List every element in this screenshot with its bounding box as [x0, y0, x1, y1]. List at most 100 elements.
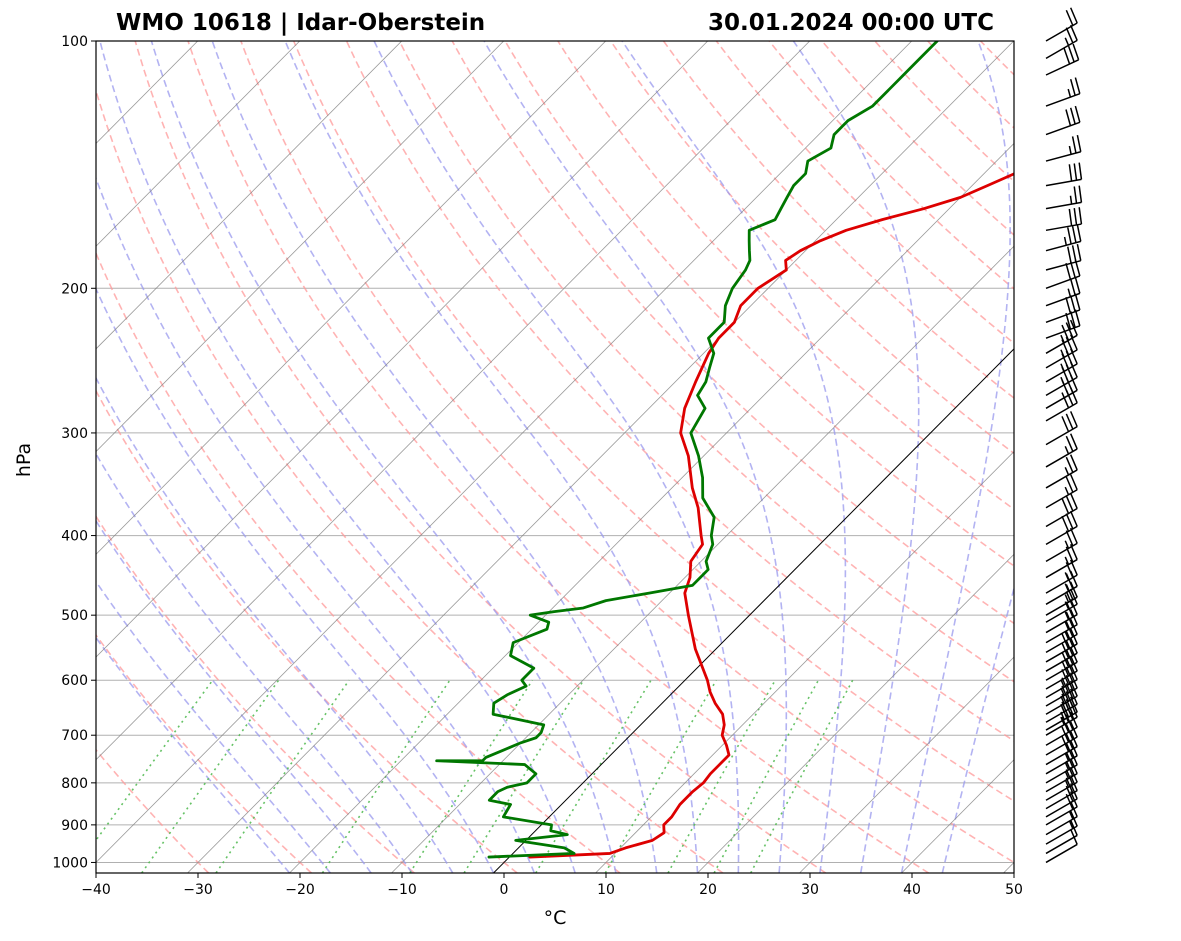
wind-barb-full	[1061, 416, 1070, 432]
wind-barb-full	[1072, 43, 1080, 61]
wind-barb	[1045, 105, 1081, 136]
dry-adiabat	[927, 41, 1014, 130]
wind-barb-full	[1069, 775, 1078, 791]
wind-barb-full	[1065, 769, 1074, 786]
moist-adiabat	[483, 41, 788, 873]
isotherm	[187, 41, 1014, 873]
wind-barb	[1045, 599, 1078, 634]
wind-barb-staff	[1045, 469, 1078, 489]
wind-barb-full	[1069, 433, 1078, 450]
moist-adiabat	[96, 452, 413, 873]
wind-barb-half	[1064, 486, 1070, 496]
wind-barb-staff	[1045, 402, 1078, 422]
y-axis-ticks: 100 200 300 400 500 600 700 800 900 1000	[52, 34, 96, 871]
wind-barb-full	[1069, 411, 1078, 427]
wind-barb-full	[1065, 591, 1074, 608]
wind-barb-full	[1065, 513, 1074, 530]
wind-barb-full	[1065, 9, 1074, 26]
wind-barb-staff	[1045, 661, 1078, 681]
wind-barb-half	[1064, 752, 1070, 762]
thermodynamic-background-lines	[96, 41, 1014, 873]
wind-barb-staff	[1045, 596, 1078, 616]
wind-barb-half	[1069, 195, 1073, 205]
wind-barb-staff	[1045, 507, 1078, 528]
wind-barb	[1045, 544, 1078, 579]
wind-barb-staff	[1045, 178, 1082, 187]
wind-barb-full	[1073, 163, 1078, 181]
moist-adiabat	[99, 41, 576, 873]
chart-title-datetime: 30.01.2024 00:00 UTC	[708, 10, 994, 36]
wind-barb-staff	[1045, 489, 1078, 509]
wind-barb-full	[1074, 309, 1081, 327]
wind-barb-full	[1069, 79, 1076, 96]
wind-barb-full	[1073, 186, 1078, 204]
wind-barb-full	[1063, 47, 1071, 65]
wind-barb-full	[1078, 162, 1083, 180]
zero-isotherm	[493, 348, 1014, 873]
wind-barb-full	[1076, 224, 1082, 242]
dry-adiabat	[874, 41, 1014, 183]
isotherm	[96, 41, 913, 864]
mixing-ratio-line	[96, 679, 214, 842]
wind-barb-half	[1063, 236, 1068, 246]
wind-barb-full	[1065, 109, 1072, 126]
wind-barb-staff	[1045, 755, 1078, 775]
wind-barb-half	[1067, 288, 1072, 297]
sounding-profiles	[435, 41, 1014, 859]
wind-barb	[1045, 77, 1081, 107]
xtick-label-10: 10	[597, 882, 615, 898]
wind-barb-full	[1065, 777, 1074, 794]
wind-barb-staff	[1045, 843, 1078, 864]
wind-barb-staff	[1045, 789, 1078, 810]
moist-adiabat	[621, 41, 847, 873]
wind-barb-full	[1061, 677, 1070, 694]
wind-barb-full	[1069, 261, 1076, 278]
wind-barb-half	[1068, 811, 1074, 820]
dry-adiabat	[557, 41, 1014, 511]
wind-barb-staff	[1045, 39, 1078, 60]
wind-barb-full	[1069, 527, 1078, 544]
wind-barb	[1045, 135, 1082, 162]
dry-adiabat	[134, 41, 827, 873]
wind-barb-half	[1064, 540, 1070, 549]
wind-barb-staff	[1045, 633, 1078, 654]
moist-adiabat	[373, 41, 740, 873]
ytick-label-500: 500	[61, 608, 88, 624]
wind-barb-half	[1064, 761, 1070, 771]
isotherm	[96, 41, 301, 247]
wind-barb-staff	[1045, 745, 1078, 766]
dry-adiabat	[398, 41, 1014, 683]
ytick-label-400: 400	[61, 529, 88, 545]
mixing-ratio-line	[215, 679, 350, 873]
wind-barb-staff	[1045, 643, 1078, 663]
wind-barb-full	[1069, 492, 1078, 509]
wind-barb-staff	[1045, 363, 1078, 383]
wind-barb-half	[1064, 583, 1070, 592]
wind-barb-full	[1065, 666, 1074, 683]
isotherm	[595, 451, 1014, 873]
wind-barb	[1045, 309, 1081, 339]
wind-barb-full	[1061, 392, 1070, 409]
wind-barb-staff	[1045, 59, 1079, 76]
wind-barb-half	[1060, 363, 1065, 372]
wind-barb-staff	[1045, 764, 1078, 784]
x-axis-ticks: −40 −30 −20 −10 0 10 20 30 40 50	[81, 873, 1023, 898]
wind-barb-full	[1078, 185, 1083, 203]
xtick-label-50: 50	[1005, 882, 1023, 898]
wind-barb-staff	[1045, 376, 1078, 396]
wind-barb-half	[1068, 820, 1074, 829]
wind-barb-staff	[1045, 558, 1078, 579]
moist-adiabat	[941, 585, 1014, 873]
mixing-ratio-line	[604, 679, 718, 873]
wind-barb	[1045, 433, 1078, 468]
wind-barb	[1045, 492, 1078, 528]
wind-barb-staff	[1045, 223, 1082, 232]
mixing-ratio-line	[713, 679, 820, 873]
isotherm	[391, 245, 1014, 873]
wind-barb-staff	[1045, 389, 1078, 409]
wind-barb-staff	[1045, 825, 1078, 845]
wind-barb-full	[1069, 510, 1078, 527]
ytick-label-200: 200	[61, 281, 88, 297]
dry-adiabat	[96, 251, 621, 873]
